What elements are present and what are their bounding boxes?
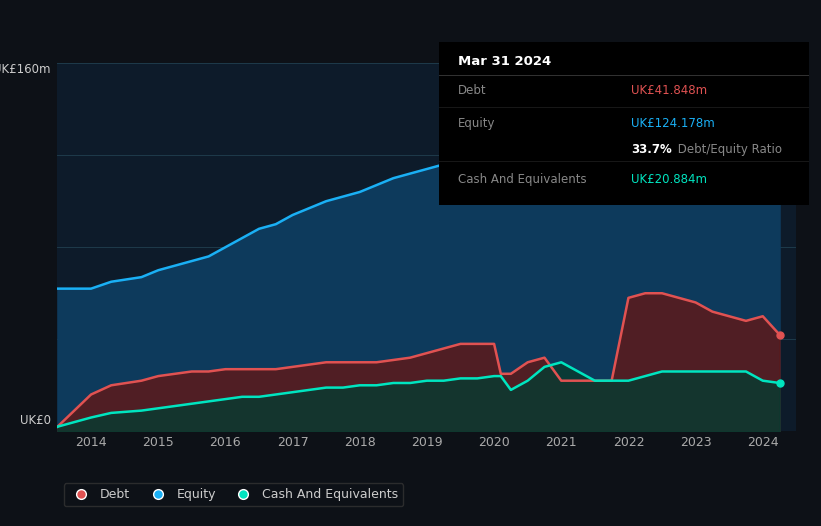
Text: UK£20.884m: UK£20.884m — [631, 173, 708, 186]
Text: UK£41.848m: UK£41.848m — [631, 85, 708, 97]
Text: Mar 31 2024: Mar 31 2024 — [458, 55, 551, 68]
Text: UK£160m: UK£160m — [0, 63, 51, 76]
Text: Cash And Equivalents: Cash And Equivalents — [458, 173, 586, 186]
Legend: Debt, Equity, Cash And Equivalents: Debt, Equity, Cash And Equivalents — [64, 483, 403, 506]
Text: UK£124.178m: UK£124.178m — [631, 117, 715, 130]
Text: 33.7%: 33.7% — [631, 143, 672, 156]
Text: Equity: Equity — [458, 117, 495, 130]
Text: Debt/Equity Ratio: Debt/Equity Ratio — [674, 143, 782, 156]
Text: UK£0: UK£0 — [20, 414, 51, 427]
Text: Debt: Debt — [458, 85, 486, 97]
